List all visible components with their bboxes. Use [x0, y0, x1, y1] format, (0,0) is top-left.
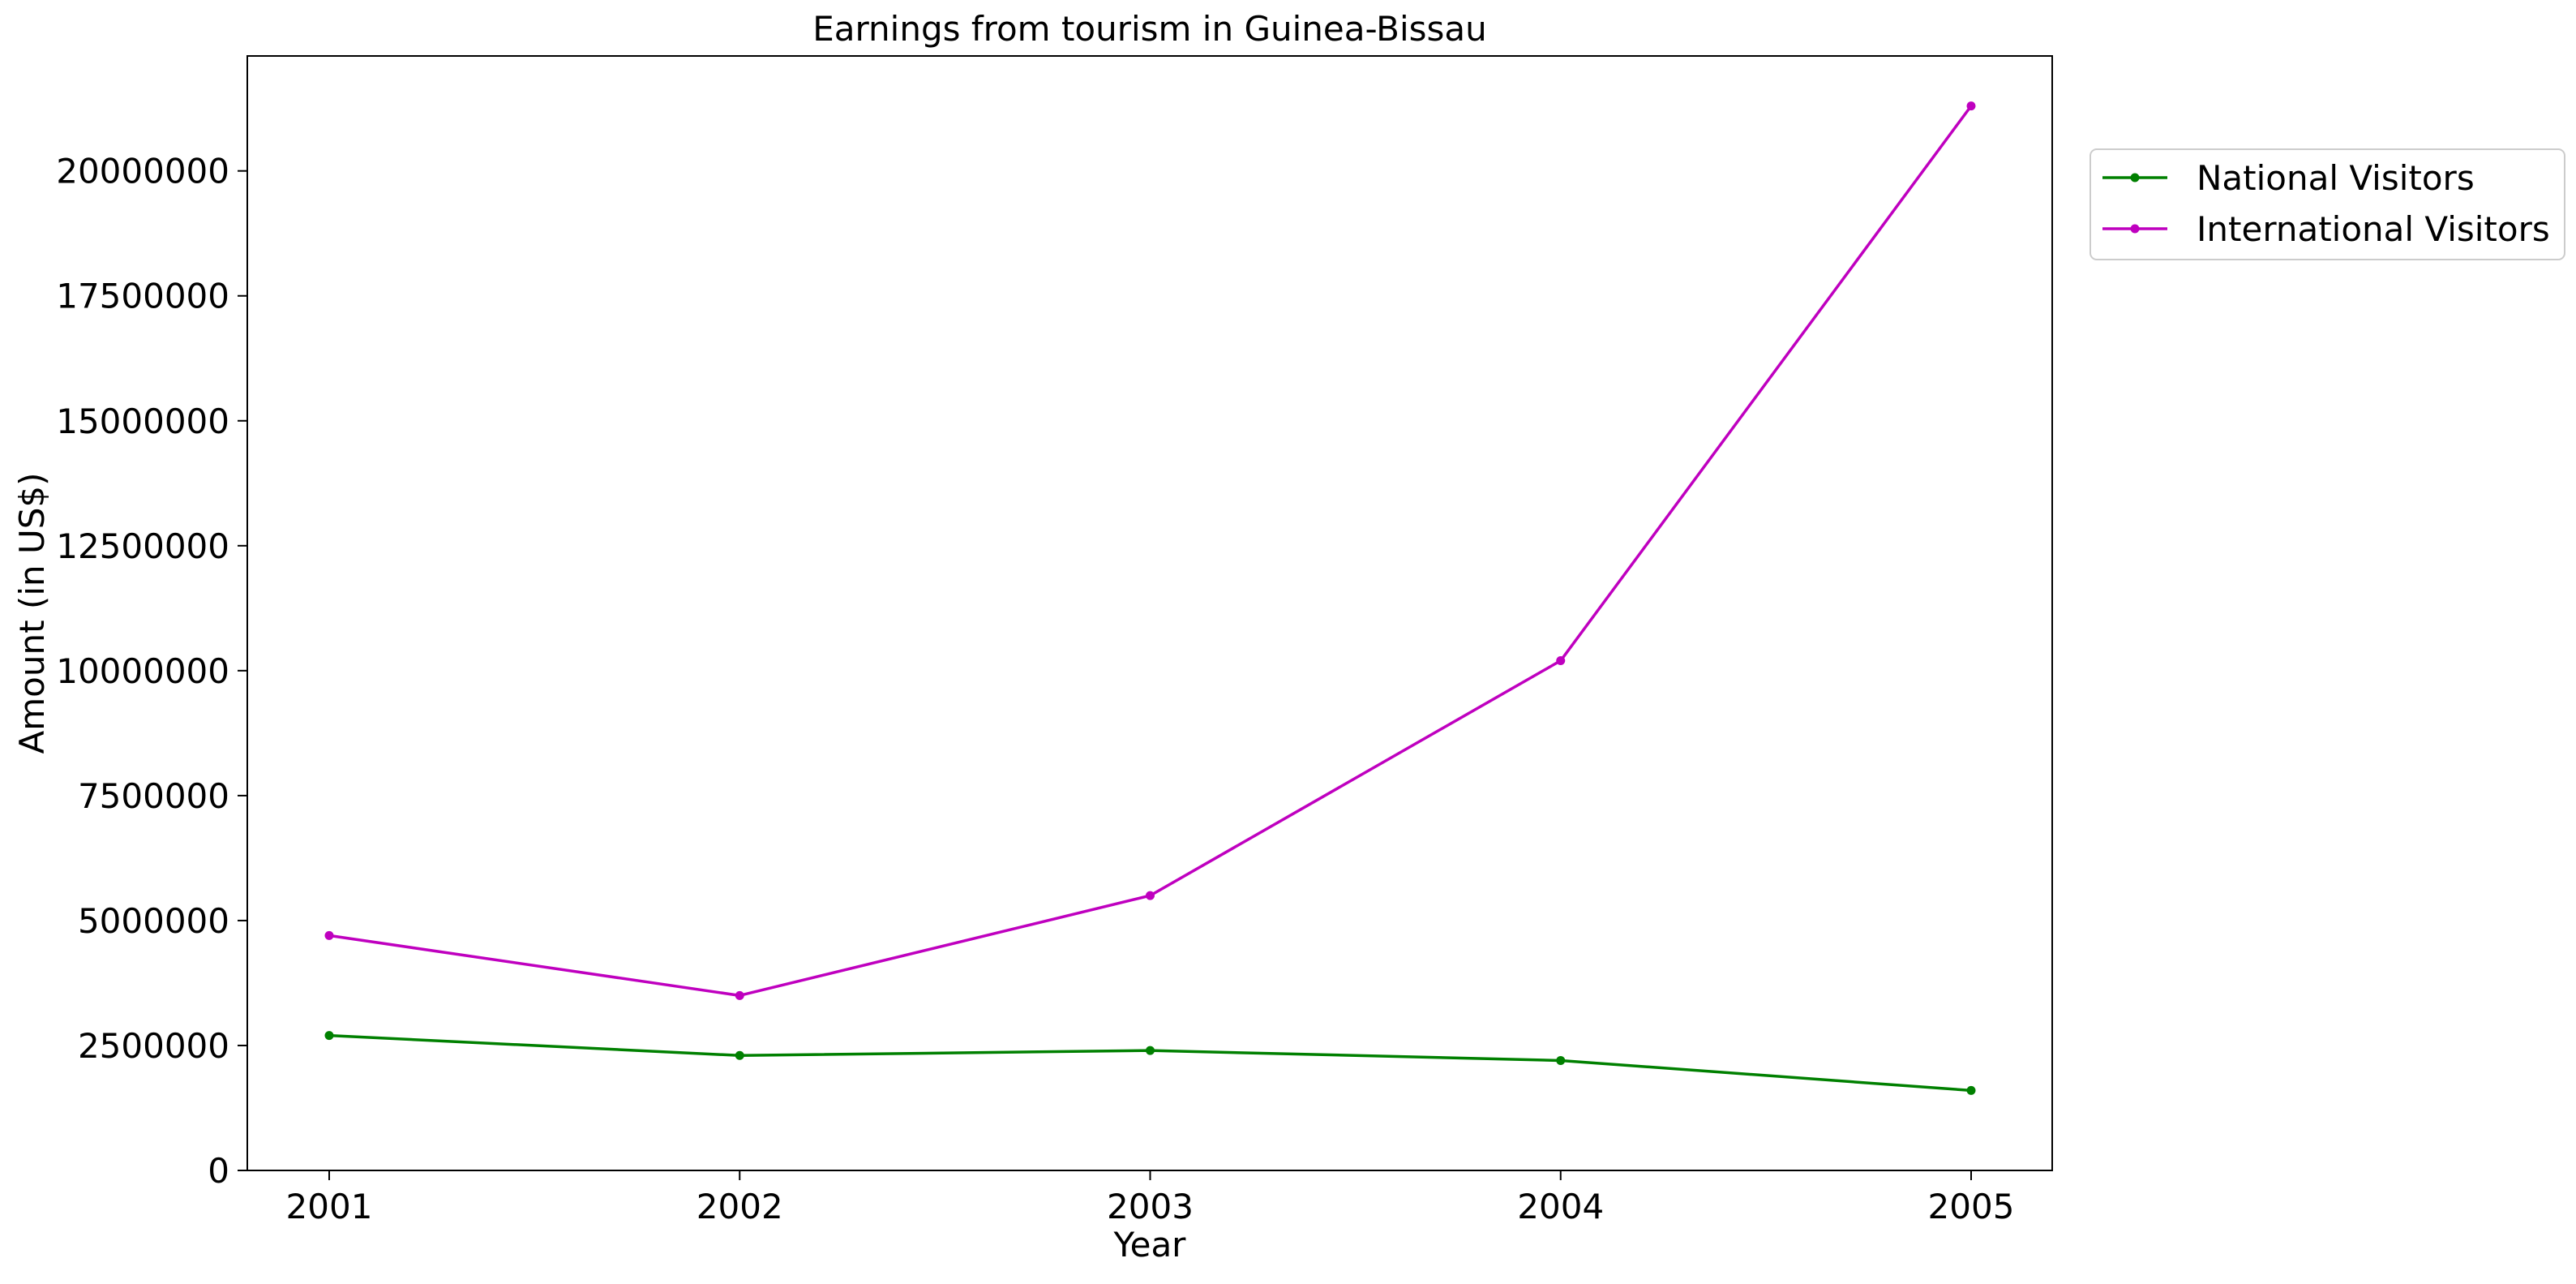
data-point: [1146, 1046, 1155, 1055]
data-point: [1966, 1085, 1976, 1095]
series-line: [328, 1033, 1972, 1093]
y-tick-label: 17500000: [56, 277, 229, 316]
series-international-visitors: [324, 101, 1976, 1000]
legend-marker: [2130, 224, 2140, 234]
legend-item: National Visitors: [2102, 158, 2475, 198]
chart-title: Earnings from tourism in Guinea-Bissau: [812, 9, 1487, 49]
series-layer: [324, 101, 1976, 1095]
x-axis: 2001 2002 2003 2004 2005: [286, 1170, 2015, 1226]
x-tick-label: 2003: [1107, 1187, 1194, 1226]
legend-item: International Visitors: [2102, 209, 2550, 249]
data-point: [1556, 656, 1566, 666]
y-tick-label: 0: [208, 1151, 229, 1191]
data-point: [1966, 101, 1976, 111]
y-axis-label: Amount (in US$): [12, 473, 52, 754]
legend-label: National Visitors: [2197, 158, 2475, 198]
data-point: [1556, 1055, 1566, 1065]
y-tick-label: 5000000: [78, 901, 229, 941]
x-axis-label: Year: [1113, 1225, 1187, 1265]
data-point: [324, 930, 334, 940]
legend: National Visitors International Visitors: [2090, 148, 2565, 260]
data-point: [735, 990, 744, 1000]
x-tick-label: 2004: [1517, 1187, 1604, 1226]
y-tick-label: 10000000: [56, 651, 229, 691]
x-tick-label: 2005: [1928, 1187, 2015, 1226]
legend-marker: [2130, 173, 2140, 183]
data-point: [735, 1050, 744, 1060]
legend-label: International Visitors: [2197, 209, 2550, 249]
series-line: [328, 105, 1973, 998]
y-tick-label: 20000000: [56, 152, 229, 191]
plot-area-frame: [246, 55, 2053, 1171]
x-tick-label: 2002: [697, 1187, 783, 1226]
y-tick-label: 15000000: [56, 402, 229, 441]
legend-box: [2090, 148, 2565, 260]
series-national-visitors: [324, 1031, 1976, 1095]
y-tick-label: 12500000: [56, 526, 229, 566]
data-point: [1146, 891, 1155, 900]
x-tick-label: 2001: [286, 1187, 373, 1226]
y-axis: 0 2500000 5000000 7500000 10000000 12500000 15…: [56, 152, 247, 1191]
y-tick-label: 2500000: [78, 1026, 229, 1066]
y-tick-label: 7500000: [78, 776, 229, 816]
data-point: [324, 1031, 334, 1041]
legend-items: National Visitors International Visitors: [2102, 158, 2550, 249]
